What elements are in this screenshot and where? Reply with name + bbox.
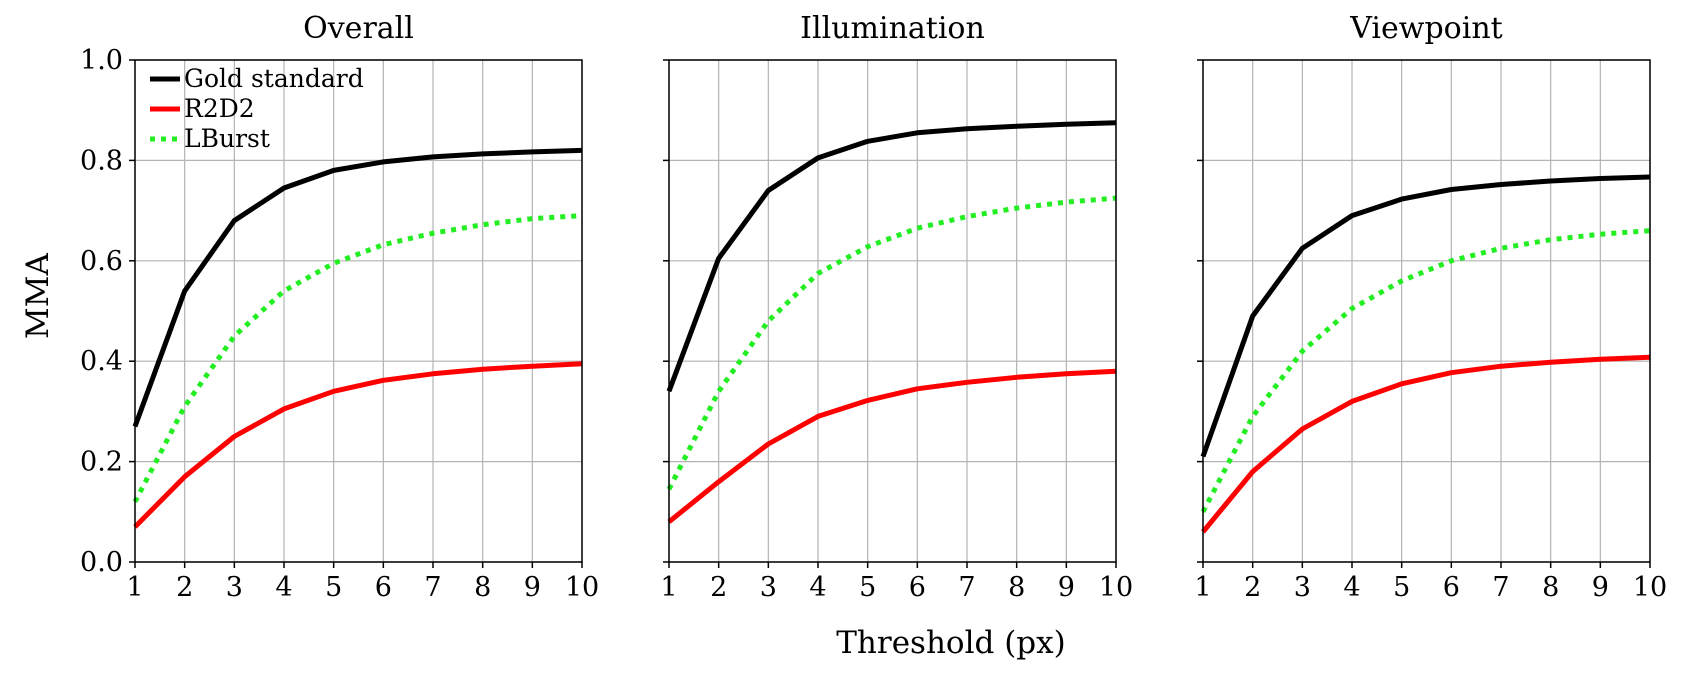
x-tick-label: 9 — [524, 572, 541, 603]
x-tick-label: 4 — [275, 572, 292, 603]
x-tick-label: 2 — [710, 572, 727, 603]
x-tick-label: 5 — [1393, 572, 1410, 603]
x-tick-label: 6 — [909, 572, 926, 603]
y-tick-label: 1.0 — [80, 45, 123, 76]
x-tick-label: 7 — [424, 572, 441, 603]
x-tick-label: 3 — [226, 572, 243, 603]
x-tick-label: 2 — [176, 572, 193, 603]
series-line-gold-standard — [666, 120, 1117, 393]
legend-label: LBurst — [184, 124, 270, 153]
x-axis-label: Threshold (px) — [836, 625, 1065, 661]
x-tick-label: 8 — [1008, 572, 1025, 603]
x-tick-label: 6 — [375, 572, 392, 603]
x-tick-label: 5 — [325, 572, 342, 603]
x-tick-label: 8 — [474, 572, 491, 603]
x-tick-label: 6 — [1443, 572, 1460, 603]
y-tick-label: 0.2 — [80, 447, 123, 478]
x-tick-label: 10 — [565, 572, 599, 603]
axes-frame — [134, 59, 583, 563]
x-tick-label: 3 — [760, 572, 777, 603]
x-tick-label: 5 — [859, 572, 876, 603]
x-tick-label: 1 — [126, 572, 143, 603]
legend-label: Gold standard — [184, 64, 364, 93]
x-tick-label: 10 — [1099, 572, 1133, 603]
y-tick-label: 0.6 — [80, 246, 123, 277]
x-tick-label: 3 — [1294, 572, 1311, 603]
series-line-lburst — [666, 195, 1117, 491]
axes-frame — [668, 59, 1117, 563]
x-tick-label: 1 — [1194, 572, 1211, 603]
y-tick-label: 0.0 — [80, 547, 123, 578]
x-tick-label: 9 — [1592, 572, 1609, 603]
chart-panel-2: 1 2 3 4 5 6 7 8 9 10 Illumination — [660, 11, 1133, 603]
series-line-r2d2 — [133, 361, 583, 529]
y-tick-label: 0.4 — [80, 346, 123, 377]
series-line-r2d2 — [667, 368, 1117, 524]
x-tick-label: 7 — [1492, 572, 1509, 603]
y-tick-label: 0.8 — [80, 145, 123, 176]
panel-title: Overall — [303, 11, 414, 46]
series-line-r2d2 — [1201, 354, 1651, 534]
x-tick-label: 8 — [1542, 572, 1559, 603]
series-line-lburst — [132, 213, 583, 503]
series-line-gold-standard — [132, 147, 583, 428]
series-line-gold-standard — [1200, 174, 1651, 458]
chart-panel-3: 1 2 3 4 5 6 7 8 9 10 Viewpoint — [1194, 11, 1667, 603]
x-tick-label: 7 — [958, 572, 975, 603]
y-axis-label: MMA — [20, 252, 56, 338]
series-line-lburst — [1200, 228, 1651, 513]
x-tick-label: 2 — [1244, 572, 1261, 603]
panel-title: Illumination — [800, 11, 985, 46]
chart-panel-1: 1 2 3 4 5 6 7 8 9 10 0.0 0.2 0.4 0.6 0.8 1.0 Overall Gold… — [80, 11, 599, 603]
legend-label: R2D2 — [184, 94, 255, 123]
axes-frame — [1202, 59, 1651, 563]
x-tick-label: 4 — [809, 572, 826, 603]
panel-title: Viewpoint — [1349, 11, 1502, 46]
x-tick-label: 9 — [1058, 572, 1075, 603]
x-tick-label: 4 — [1343, 572, 1360, 603]
x-tick-label: 1 — [660, 572, 677, 603]
x-tick-label: 10 — [1633, 572, 1667, 603]
grid — [1202, 59, 1651, 563]
